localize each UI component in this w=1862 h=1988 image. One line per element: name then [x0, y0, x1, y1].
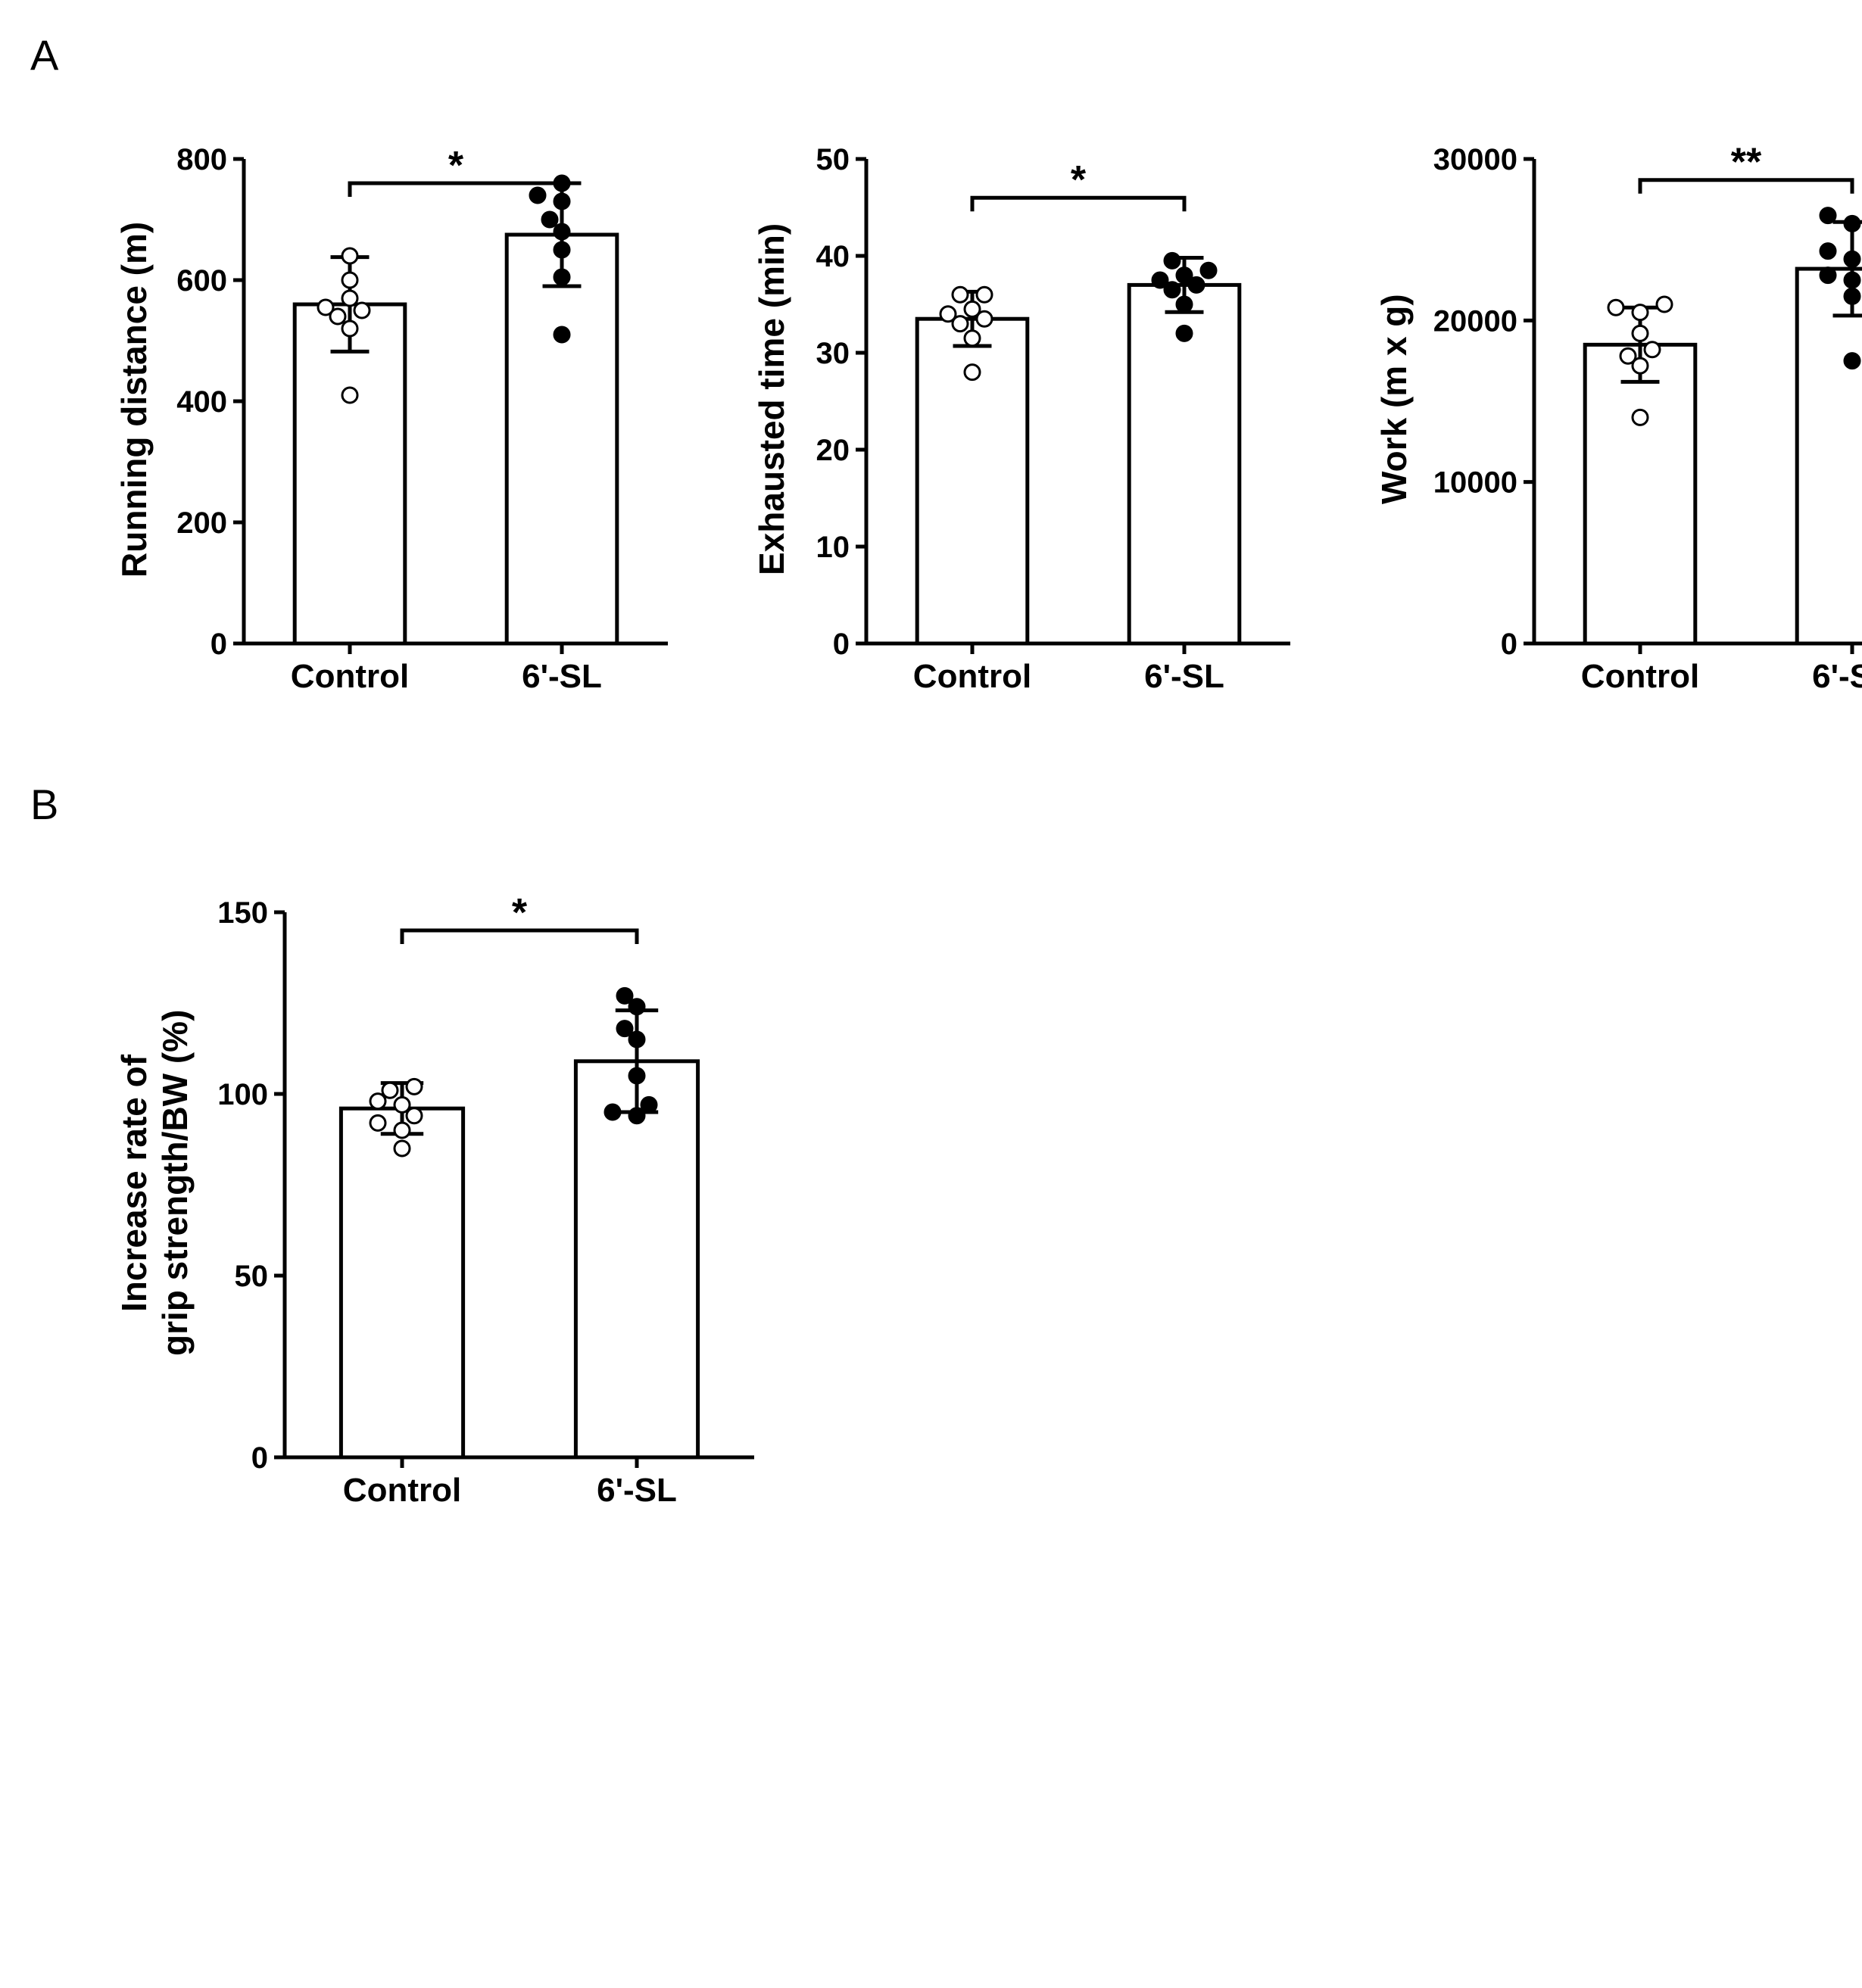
svg-text:0: 0: [211, 628, 227, 661]
svg-text:40: 40: [816, 240, 850, 273]
svg-text:30: 30: [816, 337, 850, 370]
panel-a-label: A: [30, 30, 1839, 79]
ylabel-grip-strength: Increase rate of grip strength/BW (%): [114, 837, 195, 1529]
chart-wrap-work: Work (m x g) 0 10000 20000 30000 ** Control 6'-…: [1374, 87, 1862, 712]
chart-work: 0 10000 20000 30000 ** Control 6'-SL: [1421, 87, 1862, 712]
svg-text:0: 0: [1501, 628, 1517, 661]
svg-text:600: 600: [176, 264, 227, 298]
svg-text:50: 50: [816, 143, 850, 176]
svg-text:400: 400: [176, 385, 227, 419]
panel-a-charts: Running distance (m)0200400600800*Contro…: [114, 87, 1839, 712]
svg-text:50: 50: [235, 1260, 269, 1293]
svg-text:10000: 10000: [1433, 466, 1517, 500]
svg-text:20000: 20000: [1433, 304, 1517, 338]
svg-text:6'-SL: 6'-SL: [597, 1472, 677, 1509]
svg-text:200: 200: [176, 506, 227, 540]
chart-grip-strength: 0 50 100 150 * Control 6'-SL: [201, 837, 777, 1529]
chart-running-distance: 0 200 400 600 800 * Control 6'-SL: [161, 87, 691, 712]
chart-wrap-running-distance: Running distance (m) 0 200 400 600 800 * Contro…: [114, 87, 691, 712]
svg-text:*: *: [1071, 158, 1087, 202]
svg-text:6'-SL: 6'-SL: [522, 658, 602, 695]
svg-text:*: *: [512, 891, 528, 935]
ylabel-running-distance: Running distance (m): [114, 87, 154, 712]
svg-text:20: 20: [816, 434, 850, 467]
svg-text:800: 800: [176, 143, 227, 176]
svg-text:Control: Control: [913, 658, 1031, 695]
chart-wrap-grip-strength: Increase rate of grip strength/BW (%) 0 50…: [114, 837, 777, 1529]
svg-text:6'-SL: 6'-SL: [1144, 658, 1224, 695]
svg-text:100: 100: [217, 1078, 268, 1111]
ylabel-exhausted-time: Exhausted time (min): [751, 87, 792, 712]
svg-text:0: 0: [251, 1441, 268, 1475]
svg-text:10: 10: [816, 531, 850, 564]
svg-text:30000: 30000: [1433, 143, 1517, 176]
svg-text:6'-SL: 6'-SL: [1812, 658, 1862, 695]
chart-exhausted-time: 0 10 20 30 40 50 * Control 6'-SL: [798, 87, 1313, 712]
svg-text:Control: Control: [343, 1472, 461, 1509]
svg-text:150: 150: [217, 896, 268, 930]
svg-text:0: 0: [833, 628, 850, 661]
ylabel-work: Work (m x g): [1374, 87, 1414, 712]
svg-text:Control: Control: [1581, 658, 1699, 695]
panel-b-charts: Increase rate of grip strength/BW (%) 0 50…: [114, 837, 1839, 1529]
panel-b-label: B: [30, 780, 1839, 829]
svg-text:*: *: [448, 144, 464, 188]
svg-text:**: **: [1731, 141, 1762, 185]
svg-text:Control: Control: [291, 658, 409, 695]
chart-wrap-exhausted-time: Exhausted time (min) 0 10 20 30 40 50 * Control 6…: [751, 87, 1313, 712]
